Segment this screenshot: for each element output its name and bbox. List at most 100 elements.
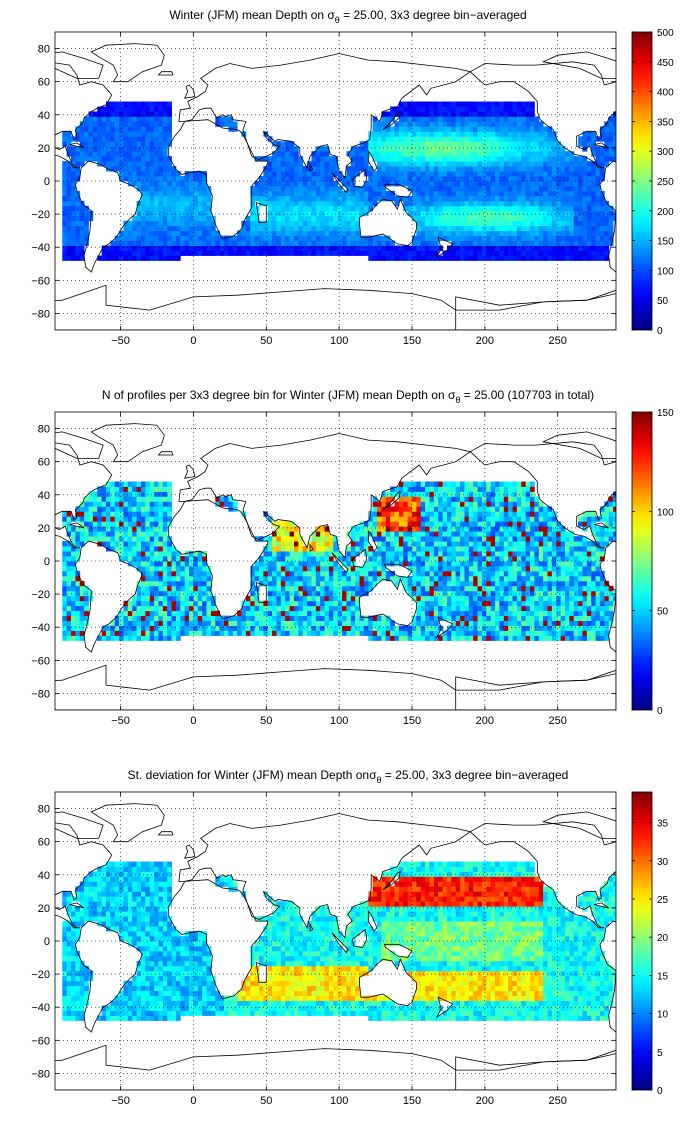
heatmap-cell [591,241,596,246]
heatmap-cell [338,221,343,226]
heatmap-cell [491,206,496,211]
heatmap-cell [272,601,277,606]
heatmap-cell [355,531,360,536]
heatmap-cell [482,171,487,176]
heatmap-cell [154,571,159,576]
heatmap-cell [307,231,312,236]
heatmap-cell [338,236,343,241]
heatmap-cell [425,531,430,536]
heatmap-cell [578,221,583,226]
heatmap-cell [460,546,465,551]
heatmap-cell [276,236,281,241]
heatmap-cell [412,551,417,556]
heatmap-cell [97,506,102,511]
heatmap-cell [71,151,76,156]
heatmap-cell [316,166,321,171]
heatmap-cell [390,546,395,551]
heatmap-cell [530,256,535,261]
heatmap-cell [373,131,378,136]
heatmap-cell [71,626,76,631]
heatmap-cell [517,256,522,261]
heatmap-cell [67,606,72,611]
heatmap-cell [534,141,539,146]
heatmap-cell [473,156,478,161]
heatmap-cell [150,531,155,536]
heatmap-cell [460,136,465,141]
heatmap-cell [202,571,207,576]
heatmap-cell [486,111,491,116]
heatmap-cell [163,586,168,591]
heatmap-cell [534,121,539,126]
heatmap-cell [342,241,347,246]
heatmap-cell [421,631,426,636]
heatmap-cell [456,631,461,636]
heatmap-cell [145,506,150,511]
heatmap-cell [425,601,430,606]
heatmap-cell [368,571,373,576]
heatmap-cell [517,186,522,191]
heatmap-cell [438,487,443,492]
heatmap-cell [482,181,487,186]
heatmap-cell [578,256,583,261]
heatmap-cell [325,551,330,556]
heatmap-cell [399,146,404,151]
heatmap-cell [587,191,592,196]
heatmap-cell [268,206,273,211]
heatmap-cell [408,511,413,516]
heatmap-cell [403,201,408,206]
heatmap-cell [145,541,150,546]
heatmap-cell [307,216,312,221]
heatmap-cell [141,201,146,206]
heatmap-cell [373,526,378,531]
heatmap-cell [416,586,421,591]
heatmap-cell [211,626,216,631]
heatmap-cell [119,116,124,121]
heatmap-cell [154,211,159,216]
heatmap-cell [434,491,439,496]
heatmap-cell [137,521,142,526]
heatmap-cell [596,211,601,216]
heatmap-cell [381,136,386,141]
heatmap-cell [451,526,456,531]
heatmap-cell [386,156,391,161]
heatmap-cell [281,541,286,546]
heatmap-cell [499,211,504,216]
heatmap-cell [172,596,177,601]
heatmap-cell [443,146,448,151]
heatmap-cell [582,246,587,251]
heatmap-cell [539,206,544,211]
heatmap-cell [150,146,155,151]
heatmap-cell [508,176,513,181]
heatmap-cell [403,181,408,186]
heatmap-cell [425,501,430,506]
heatmap-cell [329,186,334,191]
heatmap-cell [368,631,373,636]
heatmap-cell [325,606,330,611]
heatmap-cell [141,206,146,211]
heatmap-cell [565,181,570,186]
heatmap-cell [434,171,439,176]
heatmap-cell [132,511,137,516]
heatmap-cell [425,246,430,251]
heatmap-cell [128,251,133,256]
heatmap-cell [185,596,190,601]
heatmap-cell [158,546,163,551]
heatmap-cell [346,591,351,596]
heatmap-cell [115,541,120,546]
heatmap-cell [154,556,159,561]
heatmap-cell [189,186,194,191]
heatmap-cell [517,151,522,156]
heatmap-cell [137,102,142,107]
heatmap-cell [163,126,168,131]
heatmap-cell [416,487,421,492]
heatmap-cell [102,536,107,541]
heatmap-cell [259,246,264,251]
heatmap-cell [373,126,378,131]
heatmap-cell [548,246,553,251]
heatmap-cell [290,226,295,231]
heatmap-cell [495,111,500,116]
heatmap-cell [482,156,487,161]
heatmap-cell [303,611,308,616]
heatmap-cell [464,102,469,107]
heatmap-cell [582,176,587,181]
